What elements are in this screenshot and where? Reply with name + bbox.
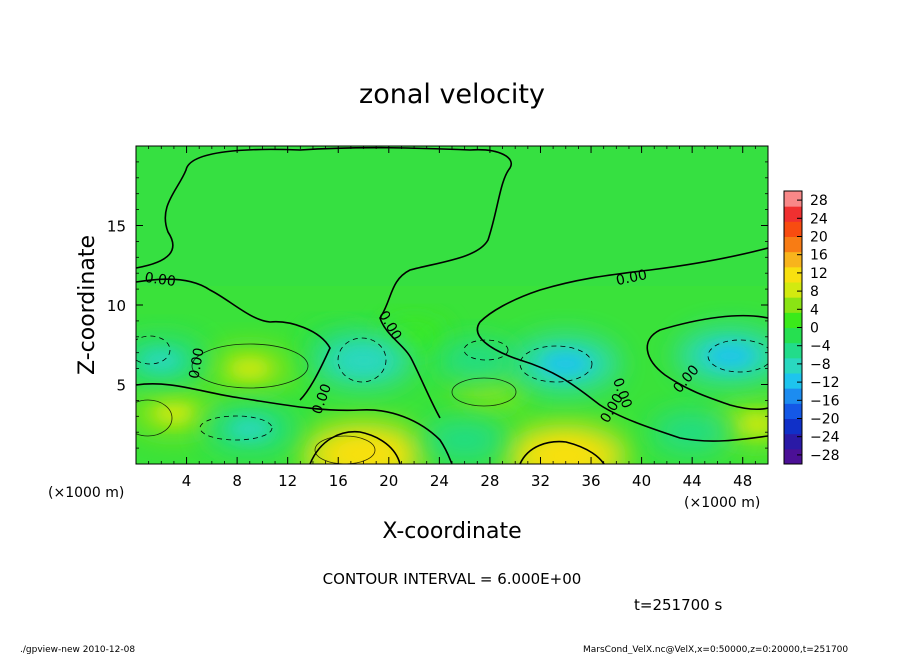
colorbar-segment bbox=[784, 418, 802, 435]
colorbar-label: 24 bbox=[810, 211, 828, 227]
field-feature-core bbox=[229, 418, 271, 440]
field-feature bbox=[651, 411, 734, 454]
colorbar-label: 8 bbox=[810, 284, 819, 300]
y-axis-label: Z-coordinate bbox=[75, 235, 100, 375]
x-tick-label: 40 bbox=[632, 472, 651, 490]
dashed-contour-negative-5 bbox=[463, 339, 509, 361]
colorbar-label: −20 bbox=[810, 412, 840, 428]
field-feature-core bbox=[537, 441, 594, 464]
chart-title: zonal velocity bbox=[359, 79, 545, 110]
field-feature-core bbox=[341, 349, 386, 373]
colorbar-segment bbox=[784, 282, 802, 298]
thin-contour-positive-2 bbox=[451, 377, 517, 407]
dashed-contour-negative-1 bbox=[337, 337, 387, 383]
zero-contour-bottom-right bbox=[519, 440, 605, 464]
x-tick-label: 36 bbox=[581, 472, 600, 490]
y-tick-label: 5 bbox=[116, 377, 126, 395]
contour-lines-dashed bbox=[136, 335, 768, 441]
field-feature-core bbox=[153, 402, 195, 424]
contour-label: 0.00 bbox=[615, 267, 649, 289]
field-feature bbox=[423, 419, 506, 462]
x-tick-label: 16 bbox=[329, 472, 348, 490]
plot-area: 0.00 0.00 0.00 0.00 0.00 0.00 0.00 0.00 bbox=[136, 146, 768, 464]
thin-contour-positive-4 bbox=[314, 435, 376, 464]
zero-contour-right-mid bbox=[646, 314, 768, 411]
colorbar-label: 4 bbox=[810, 302, 819, 318]
zero-contour-mid-left bbox=[136, 278, 331, 401]
colorbar-label: 12 bbox=[810, 266, 828, 282]
x-tick-label: 20 bbox=[379, 472, 398, 490]
colorbar-segment bbox=[784, 206, 802, 222]
contour-lines-thin bbox=[136, 343, 517, 464]
colorbar-label: −8 bbox=[810, 357, 831, 373]
x-tick-label: 28 bbox=[480, 472, 499, 490]
dashed-contour-negative-3 bbox=[707, 339, 768, 373]
colorbar-segment bbox=[784, 266, 802, 283]
zero-contour-upper-left bbox=[136, 146, 513, 419]
colorbar-label: −28 bbox=[810, 448, 840, 464]
y-tick-label: 15 bbox=[107, 218, 126, 236]
colorbar-segment bbox=[784, 297, 802, 313]
y-tick-label: 10 bbox=[107, 297, 126, 315]
x-tick-label: 8 bbox=[232, 472, 242, 490]
dashed-contour-negative-2 bbox=[519, 345, 593, 383]
colorbar-segment bbox=[784, 388, 802, 404]
x-axis-label: X-coordinate bbox=[382, 519, 521, 544]
x-unit-left: (×1000 m) bbox=[48, 485, 124, 501]
x-tick-label: 24 bbox=[430, 472, 449, 490]
contour-interval: CONTOUR INTERVAL = 6.000E+00 bbox=[323, 570, 582, 588]
colorbar-segment bbox=[784, 448, 802, 465]
x-tick-label: 48 bbox=[733, 472, 752, 490]
field-feature-core bbox=[735, 413, 768, 435]
colorbar-label: −24 bbox=[810, 430, 840, 446]
colorbar-label: 20 bbox=[810, 230, 828, 246]
colorbar-segment bbox=[784, 327, 802, 344]
x-tick-label: 12 bbox=[278, 472, 297, 490]
colorbar-label: −16 bbox=[810, 393, 840, 409]
y-axis: 5 10 15 bbox=[107, 161, 768, 449]
colorbar-segment bbox=[784, 433, 802, 450]
dashed-contour-negative-4 bbox=[199, 415, 273, 441]
thin-contour-positive-1 bbox=[191, 343, 309, 389]
colorbar: 28 24 20 16 12 8 4 0 −4 −8 −12 −16 −20 −24 −28 bbox=[783, 190, 840, 465]
colorbar-segment bbox=[784, 236, 802, 253]
field-feature bbox=[436, 339, 519, 382]
colorbar-segment bbox=[784, 357, 802, 374]
x-tick-label: 44 bbox=[683, 472, 702, 490]
time-label: t=251700 s bbox=[634, 596, 722, 614]
contour-label: 0.00 bbox=[186, 347, 207, 380]
colorbar-segment bbox=[784, 191, 802, 207]
footer-left: ./gpview-new 2010-12-08 bbox=[20, 645, 135, 654]
x-axis: 4 8 12 16 20 24 28 32 36 40 44 48 bbox=[148, 146, 756, 490]
upper-field bbox=[136, 146, 768, 286]
colorbar-label: −4 bbox=[810, 339, 831, 355]
colorbar-label: 0 bbox=[810, 321, 819, 337]
colorbar-segment bbox=[784, 373, 802, 389]
colorbar-label: −12 bbox=[810, 375, 840, 391]
field-feature-core bbox=[229, 358, 271, 380]
zero-contour-bottom-mid bbox=[309, 430, 401, 464]
field-feature-core bbox=[140, 350, 182, 372]
colorbar-segment bbox=[784, 342, 802, 359]
dashed-contour-negative-6 bbox=[136, 335, 171, 365]
colorbar-segment bbox=[784, 251, 802, 268]
field-feature-core bbox=[705, 343, 755, 369]
zero-contour-low-left bbox=[136, 383, 453, 464]
x-unit-right: (×1000 m) bbox=[684, 495, 760, 511]
colorbar-segment bbox=[784, 403, 802, 419]
x-tick-label: 32 bbox=[531, 472, 550, 490]
colorbar-segment bbox=[784, 221, 802, 237]
colorbar-segment bbox=[784, 312, 802, 328]
colorbar-label: 28 bbox=[810, 193, 828, 209]
contour-label: 0.00 bbox=[144, 270, 177, 290]
thin-contour-positive-3 bbox=[136, 399, 173, 437]
field-feature-core bbox=[335, 440, 392, 464]
contour-lines bbox=[136, 146, 768, 464]
colorbar-label: 16 bbox=[810, 248, 828, 264]
footer-right: MarsCond_VelX.nc@VelX,x=0:50000,z=0:2000… bbox=[583, 645, 848, 654]
x-tick-label: 4 bbox=[182, 472, 192, 490]
field-feature-core bbox=[541, 351, 590, 377]
